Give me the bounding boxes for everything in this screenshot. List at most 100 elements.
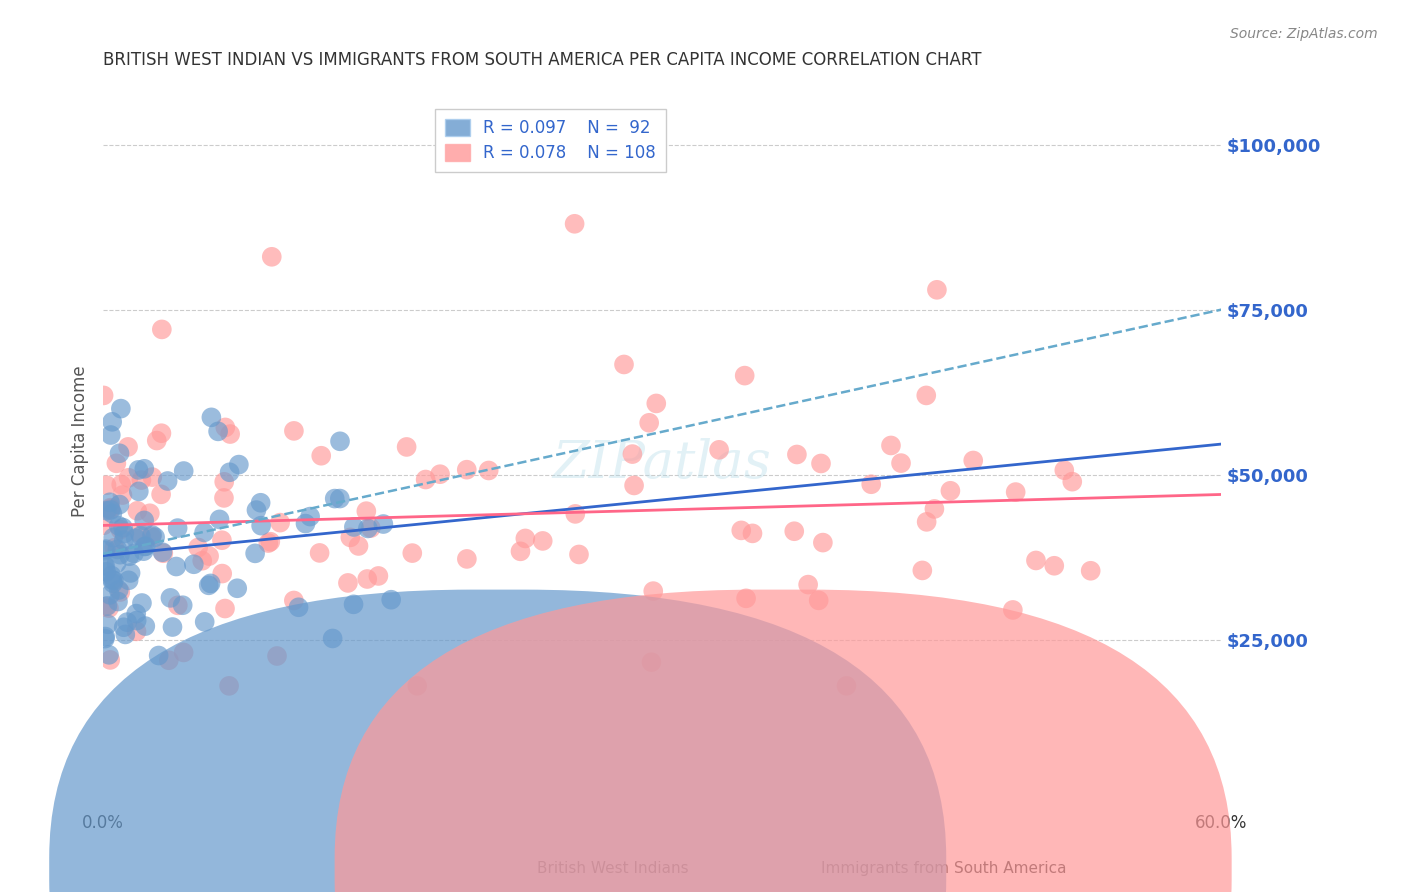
Point xyxy=(129,529,152,543)
Point xyxy=(212,491,235,505)
Text: British West Indians: British West Indians xyxy=(537,862,689,876)
Point xyxy=(939,483,962,498)
Point xyxy=(478,463,501,477)
Point xyxy=(287,600,309,615)
Point xyxy=(707,442,730,457)
Y-axis label: Per Capita Income: Per Capita Income xyxy=(72,366,89,517)
Point xyxy=(200,576,222,591)
Point xyxy=(134,462,156,476)
Point xyxy=(283,593,305,607)
Point xyxy=(96,565,118,579)
Point xyxy=(152,545,174,559)
Point xyxy=(249,496,271,510)
Point xyxy=(97,617,120,632)
Point xyxy=(456,463,478,477)
Point xyxy=(406,679,429,693)
Point xyxy=(835,679,858,693)
Point xyxy=(962,453,984,467)
Point xyxy=(373,516,395,531)
Point xyxy=(98,500,121,515)
Point xyxy=(356,572,378,586)
Point xyxy=(924,502,946,516)
Point xyxy=(269,516,291,530)
Point xyxy=(515,532,537,546)
Point xyxy=(259,534,281,549)
Point xyxy=(531,533,554,548)
Point xyxy=(166,599,188,613)
Point xyxy=(107,542,129,557)
Point xyxy=(323,491,346,506)
Point xyxy=(93,388,115,402)
Point xyxy=(98,495,121,509)
Point xyxy=(118,549,141,564)
Point xyxy=(640,655,662,669)
Point xyxy=(208,512,231,526)
Point xyxy=(735,591,758,606)
Point xyxy=(120,566,142,580)
Point xyxy=(322,632,344,646)
Text: Immigrants from South America: Immigrants from South America xyxy=(821,862,1067,876)
Point xyxy=(456,552,478,566)
Point xyxy=(105,556,128,570)
Point xyxy=(110,477,132,491)
Point xyxy=(429,467,451,482)
Point xyxy=(128,526,150,541)
Point xyxy=(283,424,305,438)
Point xyxy=(125,624,148,639)
Point xyxy=(218,465,240,479)
Point xyxy=(638,416,661,430)
Point xyxy=(564,507,586,521)
Point xyxy=(97,601,120,615)
Point xyxy=(357,521,380,535)
Point xyxy=(207,425,229,439)
Point xyxy=(299,509,322,524)
Point xyxy=(226,581,249,595)
Point xyxy=(343,520,366,534)
Point xyxy=(150,322,173,336)
Point xyxy=(173,645,195,659)
Point xyxy=(115,615,138,629)
Point xyxy=(101,576,124,591)
Point xyxy=(613,358,636,372)
Point xyxy=(173,464,195,478)
Point xyxy=(156,474,179,488)
Point xyxy=(127,504,149,518)
Point xyxy=(191,554,214,568)
Point xyxy=(100,503,122,517)
Point xyxy=(568,548,591,562)
Point xyxy=(103,541,125,555)
Point xyxy=(108,548,131,562)
Point xyxy=(94,599,117,614)
Point xyxy=(110,585,132,599)
Point xyxy=(141,470,163,484)
Point xyxy=(183,558,205,572)
Point xyxy=(339,530,361,544)
Point xyxy=(643,584,665,599)
Point xyxy=(134,540,156,554)
Text: BRITISH WEST INDIAN VS IMMIGRANTS FROM SOUTH AMERICA PER CAPITA INCOME CORRELATI: BRITISH WEST INDIAN VS IMMIGRANTS FROM S… xyxy=(103,51,981,69)
Point xyxy=(329,434,352,449)
Point xyxy=(194,615,217,629)
Point xyxy=(141,528,163,542)
Point xyxy=(219,427,242,442)
Point xyxy=(107,518,129,533)
Point xyxy=(134,513,156,527)
Point xyxy=(860,477,883,491)
Point xyxy=(621,447,644,461)
Point xyxy=(94,559,117,574)
Point xyxy=(101,573,124,587)
Point xyxy=(100,428,122,442)
Point xyxy=(94,632,117,646)
Point xyxy=(141,530,163,544)
Point xyxy=(329,491,352,506)
Point xyxy=(308,546,330,560)
Point xyxy=(415,473,437,487)
Point xyxy=(309,449,332,463)
Point xyxy=(108,498,131,512)
Point xyxy=(730,524,752,538)
Point xyxy=(110,401,132,416)
Point xyxy=(100,501,122,516)
Point xyxy=(98,653,121,667)
Point xyxy=(380,592,402,607)
Point xyxy=(150,487,173,501)
